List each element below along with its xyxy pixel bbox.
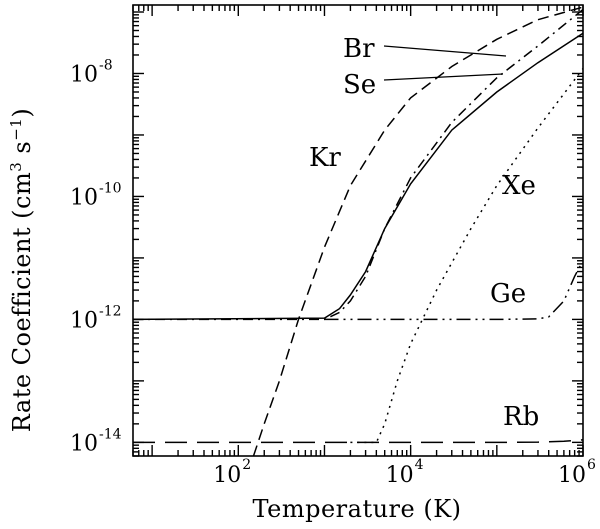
y-axis-title-end: )	[8, 108, 36, 118]
series-label-br: Br	[343, 34, 375, 64]
svg-text:-8: -8	[99, 57, 113, 73]
series-ge-line	[324, 260, 584, 321]
leader-br	[383, 45, 507, 57]
series-label-rb: Rb	[503, 402, 539, 432]
svg-text:2: 2	[242, 457, 251, 473]
x-tick-label: 10 6	[558, 457, 596, 488]
y-axis-title-exp-s: −1	[7, 118, 25, 141]
y-axis-title-exp-cm: 3	[7, 162, 25, 172]
series-labels: Kr Br Se Xe Ge Rb	[309, 34, 539, 432]
series-xe-line	[350, 68, 584, 444]
x-tick-label: 10 2	[213, 457, 251, 488]
plot-border	[132, 4, 584, 457]
x-axis-title: Temperature (K)	[252, 495, 461, 523]
y-axis-title-main: Rate Coefficient (cm	[8, 172, 36, 432]
y-tick-label: 10 -10	[70, 180, 122, 210]
y-tick-label: 10 -12	[70, 303, 122, 333]
svg-text:10: 10	[213, 463, 241, 488]
series-label-xe: Xe	[502, 171, 536, 201]
x-tick-label: 10 4	[386, 457, 424, 488]
series-lines	[132, 6, 584, 457]
svg-text:10: 10	[70, 185, 98, 210]
series-br-line	[133, 8, 584, 321]
svg-text:10: 10	[70, 62, 98, 87]
series-rb-line	[133, 439, 584, 444]
svg-text:-12: -12	[99, 303, 122, 319]
y-axis-title: Rate Coefficient (cm3 s−1)	[7, 108, 36, 432]
series-label-se: Se	[343, 70, 376, 100]
leader-se	[383, 73, 504, 81]
svg-text:-14: -14	[99, 426, 122, 442]
svg-text:10: 10	[70, 308, 98, 333]
label-leader-lines	[383, 45, 507, 81]
svg-text:6: 6	[587, 457, 596, 473]
y-axis-title-mid: s	[8, 141, 36, 162]
svg-text:-10: -10	[99, 180, 122, 196]
plot-frame	[132, 4, 584, 457]
svg-text:Rate Coefficient (cm3 s−1): Rate Coefficient (cm3 s−1)	[7, 108, 36, 432]
svg-text:10: 10	[558, 463, 586, 488]
series-label-ge: Ge	[490, 279, 526, 309]
svg-text:4: 4	[415, 457, 424, 473]
svg-text:10: 10	[386, 463, 414, 488]
y-tick-label: 10 -8	[70, 57, 113, 87]
y-tick-label: 10 -14	[70, 426, 122, 456]
series-label-kr: Kr	[309, 143, 341, 173]
svg-text:10: 10	[70, 431, 98, 456]
series-kr-line	[252, 6, 584, 457]
axis-ticks	[132, 5, 584, 457]
series-se-line	[132, 32, 584, 321]
